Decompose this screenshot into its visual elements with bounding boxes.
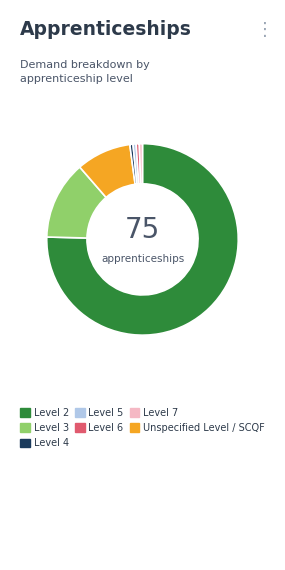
Text: ⋮: ⋮ — [256, 21, 274, 39]
Text: 75: 75 — [125, 216, 160, 244]
Wedge shape — [130, 144, 137, 184]
Wedge shape — [80, 144, 135, 197]
Legend: Level 2, Level 3, Level 4, Level 5, Level 6, Level 7, Unspecified Level / SCQF: Level 2, Level 3, Level 4, Level 5, Leve… — [16, 404, 269, 453]
Wedge shape — [139, 144, 142, 184]
Wedge shape — [47, 144, 238, 335]
Wedge shape — [136, 144, 141, 184]
Wedge shape — [133, 144, 139, 184]
Text: apprenticeships: apprenticeships — [101, 254, 184, 263]
Wedge shape — [47, 167, 106, 238]
Text: Demand breakdown by
apprenticeship level: Demand breakdown by apprenticeship level — [20, 60, 150, 84]
Text: Apprenticeships: Apprenticeships — [20, 20, 192, 39]
